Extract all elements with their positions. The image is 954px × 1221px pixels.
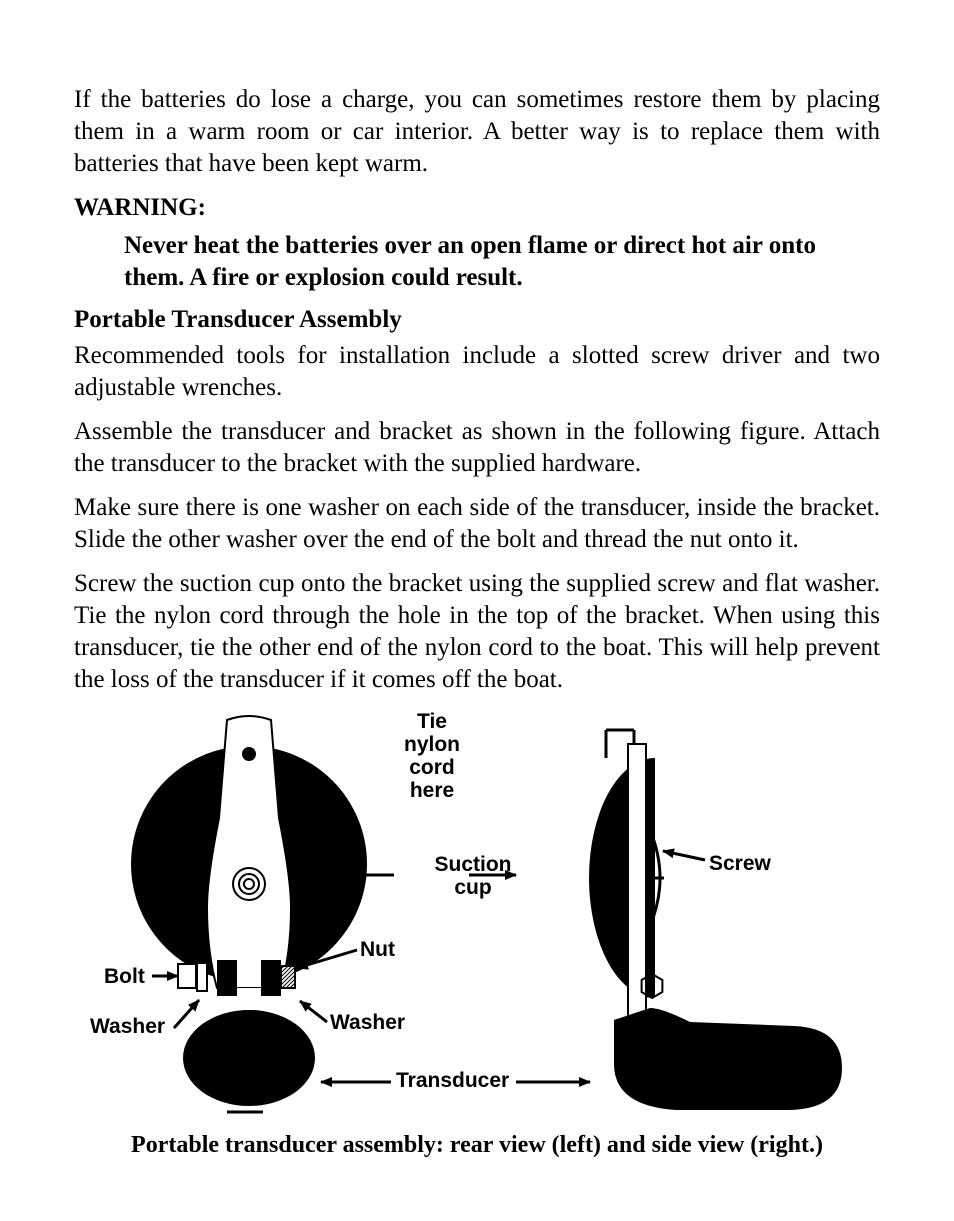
label-washer-right: Washer <box>330 1011 405 1034</box>
manual-page: If the batteries do lose a charge, you c… <box>0 0 954 1221</box>
label-bolt: Bolt <box>104 965 145 988</box>
label-nut: Nut <box>360 938 395 961</box>
label-screw: Screw <box>709 852 771 875</box>
paragraph-washers: Make sure there is one washer on each si… <box>74 492 880 556</box>
paragraph-assemble: Assemble the transducer and bracket as s… <box>74 416 880 480</box>
figure-wrap: Tie nylon cord here Suction cup Screw Nu… <box>74 708 880 1161</box>
label-transducer: Transducer <box>396 1069 509 1092</box>
label-washer-left: Washer <box>90 1015 165 1038</box>
paragraph-batteries: If the batteries do lose a charge, you c… <box>74 84 880 180</box>
paragraph-tools: Recommended tools for installation inclu… <box>74 340 880 404</box>
label-suction-cup: Suction cup <box>435 853 512 899</box>
section-heading: Portable Transducer Assembly <box>74 304 880 336</box>
warning-heading: WARNING: <box>74 192 880 224</box>
label-tie-cord: Tie nylon cord here <box>404 710 460 802</box>
paragraph-suction: Screw the suction cup onto the bracket u… <box>74 568 880 696</box>
warning-body: Never heat the batteries over an open fl… <box>124 230 880 294</box>
assembly-diagram <box>74 708 880 1122</box>
transducer-figure: Tie nylon cord here Suction cup Screw Nu… <box>74 708 880 1122</box>
figure-caption: Portable transducer assembly: rear view … <box>74 1130 880 1161</box>
